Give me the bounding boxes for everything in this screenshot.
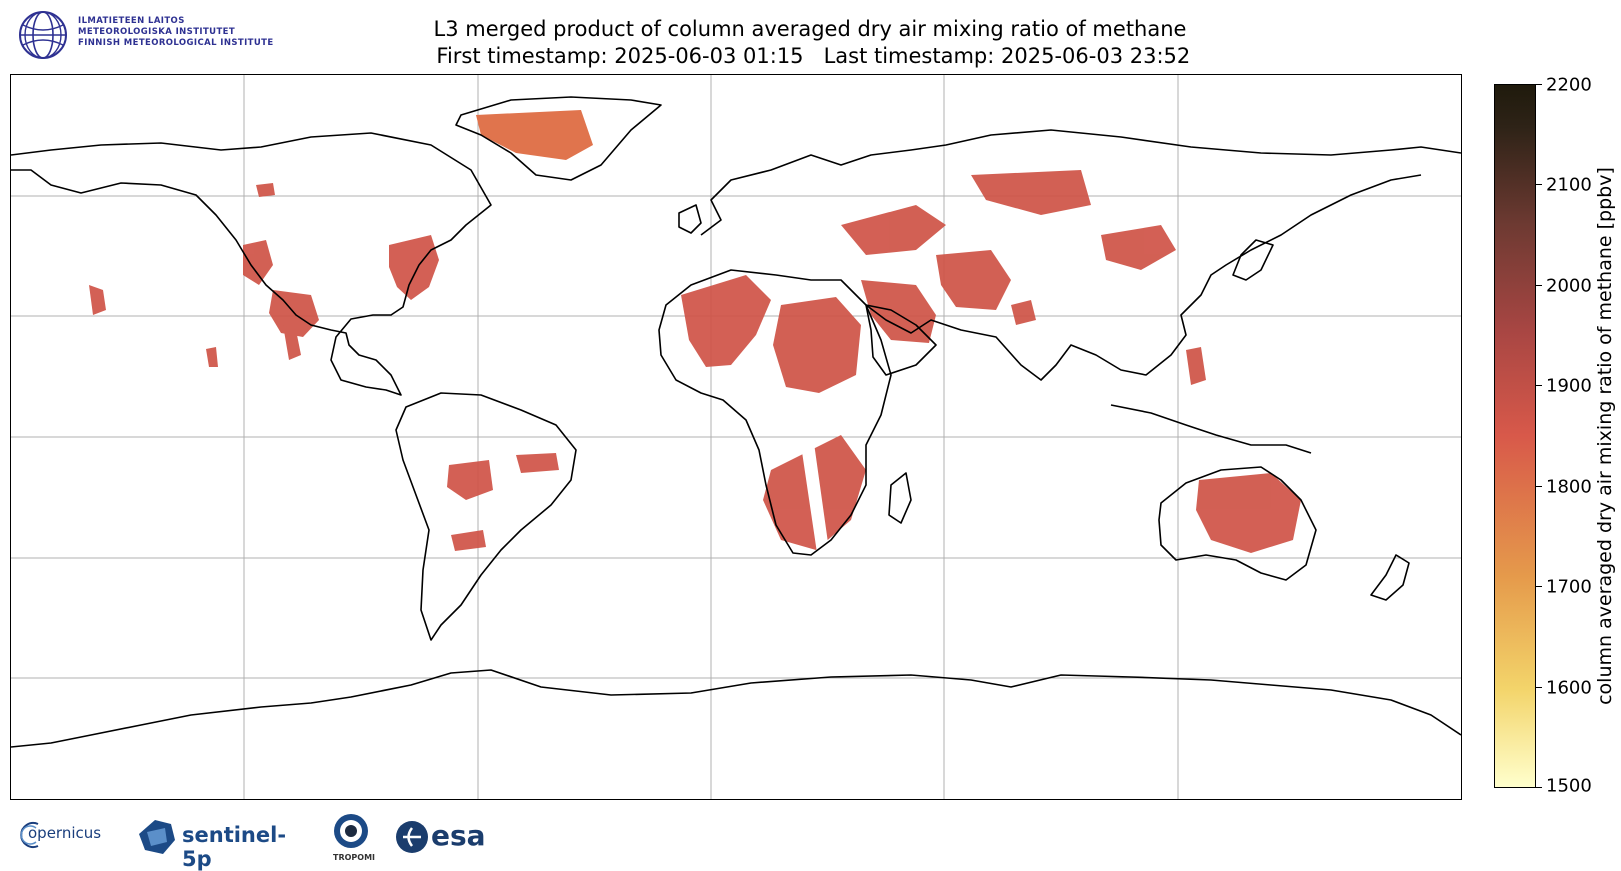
data-patch-us-west [243, 240, 273, 285]
coastline-australia [1158, 466, 1317, 581]
copernicus-text: opernicus [28, 824, 102, 842]
colorbar-title: column averaged dry air mixing ratio of … [1594, 167, 1616, 705]
colorbar-tick-label: 1700 [1546, 576, 1592, 598]
colorbar-tick-label: 1500 [1546, 775, 1592, 797]
data-patch-argentina [451, 530, 486, 551]
data-patch-europe-east [841, 205, 946, 255]
colorbar-tick [1536, 586, 1542, 587]
fmi-logo: ILMATIETEEN LAITOS METEOROLOGISKA INSTIT… [18, 10, 288, 60]
tropomi-logo: TROPOMI [325, 812, 383, 862]
copernicus-icon [20, 822, 39, 848]
colorbar-tick [1536, 486, 1542, 487]
data-patch-greenland [476, 110, 593, 160]
map-panel [10, 74, 1462, 800]
data-patch-russia [971, 170, 1091, 215]
sentinel-5p-text: sentinel-5p [182, 823, 287, 871]
coastline-south-america [395, 392, 577, 641]
tropomi-text: TROPOMI [333, 853, 376, 862]
data-patch-hawaii-area [206, 347, 218, 367]
timestamp-subtitle: First timestamp: 2025-06-03 01:15 Last t… [429, 44, 1191, 68]
swath-gap [801, 443, 829, 553]
data-patch-pacific [89, 285, 106, 315]
coastline-uk [678, 204, 702, 234]
fmi-name: ILMATIETEEN LAITOS METEOROLOGISKA INSTIT… [78, 16, 274, 49]
coastline-indonesia [1110, 404, 1312, 454]
copernicus-logo: opernicus [20, 812, 115, 862]
coastline-arabia [865, 304, 937, 376]
data-patch-sahara-west [681, 275, 771, 367]
tropomi-eye-icon [334, 814, 368, 848]
data-patch-australia [1196, 473, 1301, 553]
coastline-new-zealand [1370, 554, 1410, 601]
satellite-icon [139, 820, 175, 854]
footer-logos: opernicus sentinel-5p TROPOMI esa [20, 812, 500, 871]
colorbar-tick-label: 2000 [1546, 275, 1592, 297]
data-patch-india [1011, 300, 1036, 325]
map-title: L3 merged product of column averaged dry… [433, 17, 1187, 41]
colorbar-tick [1536, 385, 1542, 386]
colorbar-tick-label: 1600 [1546, 677, 1592, 699]
fmi-name-line: ILMATIETEEN LAITOS [78, 16, 185, 26]
colorbar-tick [1536, 687, 1542, 688]
coastline-japan [1232, 239, 1274, 281]
data-patch-mongolia [1101, 225, 1176, 270]
coastline-europe [700, 129, 1461, 236]
gridlines [11, 75, 1461, 799]
methane-data [89, 170, 1301, 553]
fmi-globe-icon [19, 11, 67, 59]
colorbar-tick [1536, 84, 1542, 85]
data-patch-iran [936, 250, 1011, 310]
coastline-madagascar [888, 472, 912, 524]
data-patch-philippines [1186, 347, 1206, 385]
colorbar-tick [1536, 285, 1542, 286]
esa-logo: esa [395, 812, 495, 862]
fmi-name-line: METEOROLOGISKA INSTITUTET [78, 27, 236, 37]
sentinel-5p-logo: sentinel-5p [135, 812, 310, 871]
esa-icon [396, 821, 428, 853]
data-patch-south-america [447, 460, 493, 500]
coastlines [11, 96, 1461, 748]
data-patch-sahara-east [773, 297, 861, 393]
coastline-africa [658, 269, 892, 556]
colorbar-tick-label: 1900 [1546, 375, 1592, 397]
data-patch-brazil [516, 453, 559, 473]
colorbar-tick-label: 1800 [1546, 476, 1592, 498]
colorbar [1494, 84, 1536, 788]
data-patch-mexico [283, 325, 301, 360]
world-map [11, 75, 1461, 799]
colorbar-tick [1536, 184, 1542, 185]
colorbar-tick-label: 2200 [1546, 74, 1592, 96]
colorbar-tick [1536, 787, 1542, 788]
esa-text: esa [431, 819, 486, 852]
data-patch-canada [256, 183, 275, 197]
colorbar-tick-label: 2100 [1546, 174, 1592, 196]
coastline-antarctica [11, 669, 1461, 748]
coastline-north-america [11, 132, 492, 396]
coastline-greenland [455, 96, 662, 181]
fmi-name-line: FINNISH METEOROLOGICAL INSTITUTE [78, 38, 274, 48]
coastline-asia-south [865, 174, 1422, 381]
data-patch-north-america-east [389, 235, 439, 300]
